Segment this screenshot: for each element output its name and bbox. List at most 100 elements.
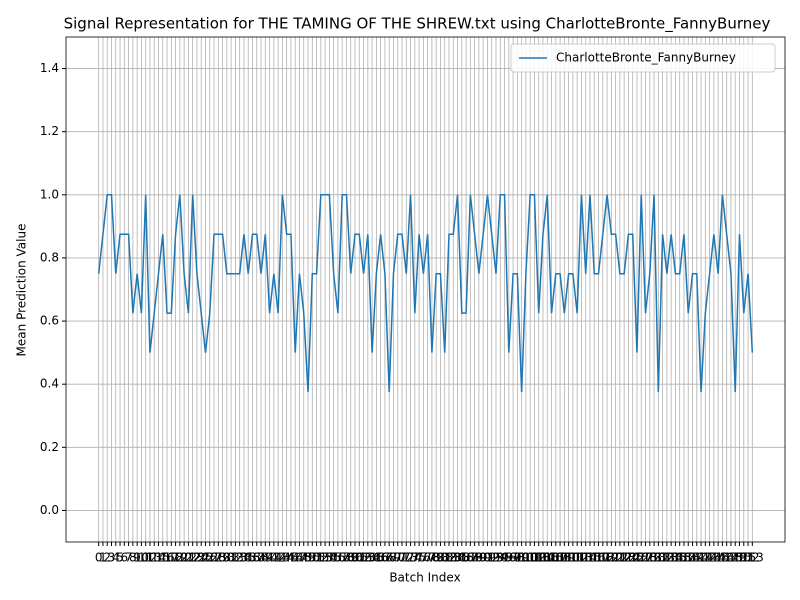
x-tick-label: 32 — [228, 551, 243, 565]
x-tick-label: 38 — [253, 551, 268, 565]
x-tick-label: 87 — [463, 551, 478, 565]
x-tick-label: 46 — [288, 551, 303, 565]
x-tick-label: 113 — [570, 551, 593, 565]
x-tick-label: 116 — [583, 551, 606, 565]
x-tick-label: 133 — [655, 551, 678, 565]
x-tick-label: 144 — [702, 551, 725, 565]
x-tick-label: 19 — [172, 551, 187, 565]
x-tick-label: 134 — [660, 551, 683, 565]
x-tick-label: 117 — [587, 551, 610, 565]
x-tick-label: 137 — [673, 551, 696, 565]
x-tick-label: 140 — [685, 551, 708, 565]
x-tick-label: 52 — [313, 551, 328, 565]
x-tick-label: 136 — [668, 551, 691, 565]
x-tick-label: 67 — [377, 551, 392, 565]
x-tick-label: 135 — [664, 551, 687, 565]
y-tick-label: 0.4 — [40, 377, 59, 391]
x-tick-label: 109 — [553, 551, 576, 565]
x-tick-label: 14 — [151, 551, 166, 565]
x-tick-label: 20 — [176, 551, 191, 565]
x-tick-label: 29 — [215, 551, 230, 565]
x-tick-label: 143 — [698, 551, 721, 565]
x-tick-label: 124 — [617, 551, 640, 565]
x-tick-label: 89 — [471, 551, 486, 565]
x-tick-label: 56 — [330, 551, 345, 565]
x-tick-label: 40 — [262, 551, 277, 565]
x-tick-label: 22 — [185, 551, 200, 565]
x-tick-label: 145 — [707, 551, 730, 565]
x-tick-label: 13 — [147, 551, 162, 565]
x-tick-label: 151 — [732, 551, 755, 565]
x-tick-label: 107 — [544, 551, 567, 565]
x-tick-label: 65 — [369, 551, 384, 565]
x-tick-label: 50 — [305, 551, 320, 565]
x-tick-label: 48 — [296, 551, 311, 565]
x-tick-label: 97 — [505, 551, 520, 565]
x-tick-label: 93 — [488, 551, 503, 565]
y-tick-label: 0.6 — [40, 314, 59, 328]
x-tick-label: 148 — [720, 551, 743, 565]
x-tick-label: 60 — [347, 551, 362, 565]
x-tick-label: 2 — [103, 551, 111, 565]
x-tick-label: 6 — [120, 551, 128, 565]
x-tick-label: 49 — [300, 551, 315, 565]
x-tick-label: 94 — [493, 551, 508, 565]
x-tick-label: 36 — [245, 551, 260, 565]
x-tick-label: 78 — [424, 551, 439, 565]
x-tick-label: 5 — [116, 551, 124, 565]
x-tick-label: 7 — [125, 551, 133, 565]
x-axis-label: Batch Index — [389, 571, 460, 585]
x-tick-label: 47 — [292, 551, 307, 565]
x-tick-label: 75 — [411, 551, 426, 565]
y-tick-label: 1.0 — [40, 187, 59, 201]
x-tick-label: 44 — [279, 551, 294, 565]
y-tick-label: 1.4 — [40, 61, 59, 75]
x-tick-label: 88 — [467, 551, 482, 565]
x-tick-label: 8 — [129, 551, 137, 565]
x-tick-label: 30 — [219, 551, 234, 565]
axes-frame — [65, 36, 786, 543]
x-tick-label: 110 — [557, 551, 580, 565]
x-tick-label: 27 — [206, 551, 221, 565]
x-tick-label: 45 — [283, 551, 298, 565]
x-tick-label: 21 — [181, 551, 196, 565]
x-tick-label: 142 — [694, 551, 717, 565]
x-tick-label: 64 — [364, 551, 379, 565]
x-tick-label: 82 — [441, 551, 456, 565]
x-tick-label: 73 — [403, 551, 418, 565]
x-tick-label: 17 — [164, 551, 179, 565]
x-tick-label: 42 — [270, 551, 285, 565]
x-tick-label: 71 — [394, 551, 409, 565]
x-tick-label: 57 — [335, 551, 350, 565]
x-tick-label: 76 — [416, 551, 431, 565]
x-tick-label: 127 — [630, 551, 653, 565]
x-tick-label: 35 — [241, 551, 256, 565]
x-tick-label: 132 — [651, 551, 674, 565]
x-tick-label: 122 — [608, 551, 631, 565]
x-tick-label: 70 — [390, 551, 405, 565]
x-tick-label: 18 — [168, 551, 183, 565]
x-tick-label: 112 — [566, 551, 589, 565]
x-tick-label: 114 — [574, 551, 597, 565]
x-tick-label: 0 — [95, 551, 103, 565]
x-tick-label: 85 — [454, 551, 469, 565]
x-tick-label: 51 — [309, 551, 324, 565]
x-tick-label: 26 — [202, 551, 217, 565]
x-tick-label: 11 — [138, 551, 153, 565]
legend-label: CharlotteBronte_FannyBurney — [556, 51, 736, 65]
x-tick-label: 23 — [189, 551, 204, 565]
x-tick-label: 25 — [198, 551, 213, 565]
x-tick-label: 16 — [159, 551, 174, 565]
x-tick-label: 4 — [112, 551, 120, 565]
x-tick-label: 81 — [437, 551, 452, 565]
x-tick-label: 125 — [621, 551, 644, 565]
x-tick-label: 131 — [647, 551, 670, 565]
x-tick-label: 80 — [433, 551, 448, 565]
y-tick-label: 1.2 — [40, 124, 59, 138]
x-tick-label: 96 — [501, 551, 516, 565]
x-tick-label: 66 — [373, 551, 388, 565]
x-tick-label: 153 — [741, 551, 764, 565]
x-tick-label: 24 — [194, 551, 209, 565]
x-tick-label: 68 — [382, 551, 397, 565]
